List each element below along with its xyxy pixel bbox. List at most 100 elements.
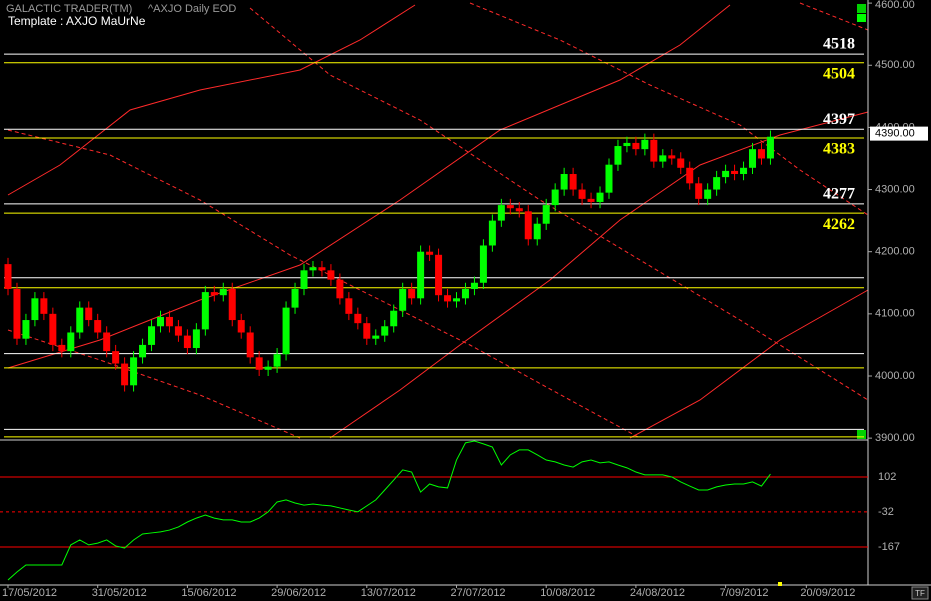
template-label: Template : AXJO MaUrNe	[8, 14, 146, 28]
cycle-line-dashed	[7, 329, 301, 439]
candle-body	[596, 192, 604, 202]
y-tick-label: -32	[878, 506, 894, 518]
candle-body	[309, 267, 317, 271]
candle-body	[740, 167, 748, 175]
candle-body	[659, 155, 667, 162]
y-tick-label: -167	[878, 541, 900, 553]
candle-body	[605, 164, 613, 193]
cycle-line-dashed	[7, 129, 641, 439]
candle-body	[76, 307, 84, 333]
candle-body	[58, 344, 66, 352]
level-label: 4504	[823, 65, 855, 82]
candle-body	[479, 245, 487, 283]
cycle-lines	[7, 2, 869, 439]
candle-body	[49, 313, 57, 345]
candle-body	[85, 307, 93, 321]
cycle-line	[329, 111, 869, 439]
level-label: 4518	[823, 36, 855, 53]
candle-body	[228, 288, 236, 321]
candle-body	[560, 174, 568, 190]
candle-body	[533, 223, 541, 240]
candle-body	[336, 279, 344, 299]
x-tick-label: 13/07/2012	[361, 587, 416, 599]
x-tick-label: 15/06/2012	[181, 587, 236, 599]
candle-body	[551, 189, 559, 206]
candle-body	[40, 298, 48, 314]
candle-body	[354, 313, 362, 324]
x-tick-label: 29/06/2012	[271, 587, 326, 599]
candle-body	[174, 326, 182, 336]
candle-body	[139, 344, 147, 358]
x-tick-label: 17/05/2012	[2, 587, 57, 599]
candle-body	[524, 211, 532, 240]
chart-title: GALACTIC TRADER(TM)	[6, 3, 132, 15]
candle-body	[300, 270, 308, 289]
y-tick-label: 4600.00	[875, 0, 915, 11]
candle-body	[318, 267, 326, 271]
candle-body	[444, 295, 452, 302]
candle-body	[497, 205, 505, 221]
level-label: 4383	[823, 141, 855, 158]
x-tick-label: 27/07/2012	[451, 587, 506, 599]
indicator-line	[7, 440, 771, 581]
tf-button[interactable]	[911, 586, 929, 600]
marker	[778, 582, 782, 586]
candle-body	[112, 351, 120, 364]
candle-body	[246, 332, 254, 358]
candle-body	[345, 298, 353, 314]
candle-body	[668, 155, 676, 159]
candle-body	[183, 335, 191, 349]
candle-body	[210, 292, 218, 296]
y-tick-label: 4100.00	[875, 308, 915, 320]
candle-body	[192, 329, 200, 349]
candle-body	[121, 363, 129, 386]
chart-subtitle: ^AXJO Daily EOD	[148, 3, 236, 15]
candle-body	[722, 170, 730, 178]
candle-body	[488, 220, 496, 246]
x-tick-label: 31/05/2012	[92, 587, 147, 599]
candle-body	[677, 158, 685, 168]
candle-body	[695, 183, 703, 199]
marker	[857, 430, 866, 439]
candle-body	[148, 326, 156, 345]
candle-body	[587, 198, 595, 202]
candle-body	[569, 174, 577, 190]
candle-body	[31, 298, 39, 321]
y-tick-label: 4200.00	[875, 246, 915, 258]
candle-body	[713, 177, 721, 190]
price-label: 4390.00	[875, 128, 915, 140]
y-tick-label: 4000.00	[875, 370, 915, 382]
candle-body	[453, 298, 460, 302]
candle-body	[749, 149, 757, 168]
x-tick-label: 24/08/2012	[630, 587, 685, 599]
candle-body	[13, 288, 21, 339]
candle-body	[273, 354, 281, 367]
candle-body	[506, 205, 514, 209]
candle-body	[264, 366, 272, 370]
candle-body	[435, 254, 443, 296]
candle-body	[237, 320, 245, 333]
candle-body	[22, 320, 30, 339]
candle-body	[165, 316, 173, 327]
candle-body	[130, 357, 138, 386]
cycle-line-dashed	[249, 7, 869, 401]
candle-body	[632, 142, 640, 150]
level-label: 4262	[823, 216, 855, 233]
candle-body	[399, 288, 407, 311]
candle-body	[731, 170, 739, 175]
candle-body	[757, 149, 765, 159]
x-tick-label: 10/08/2012	[540, 587, 595, 599]
candle-body	[67, 332, 75, 352]
candle-body	[363, 323, 371, 339]
candle-body	[103, 332, 111, 352]
cycle-line-dashed	[799, 2, 869, 31]
price-box	[870, 126, 928, 141]
level-label: 4397	[823, 111, 855, 128]
y-tick-label: 3900.00	[875, 432, 915, 444]
candle-body	[201, 292, 209, 330]
candle-body	[4, 264, 12, 289]
marker	[857, 14, 866, 22]
candle-body	[372, 335, 380, 339]
cycle-line	[7, 4, 416, 196]
